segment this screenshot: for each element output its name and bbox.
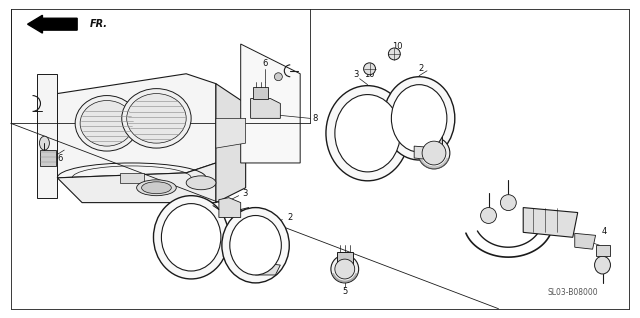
Ellipse shape [75,96,139,151]
Text: 3: 3 [353,70,358,79]
Text: 3: 3 [242,189,247,198]
Ellipse shape [154,196,229,279]
Polygon shape [251,99,280,118]
Ellipse shape [122,89,191,148]
Ellipse shape [161,204,221,271]
Text: SL03-B08000: SL03-B08000 [547,288,598,297]
Ellipse shape [275,73,282,81]
Text: 4: 4 [602,227,607,236]
Polygon shape [414,146,439,160]
Ellipse shape [595,256,611,274]
Polygon shape [216,118,246,148]
Text: 7: 7 [431,109,436,118]
Text: 1: 1 [228,247,234,256]
Text: 6: 6 [263,59,268,68]
Ellipse shape [418,137,450,169]
Polygon shape [58,74,216,178]
Text: 10: 10 [392,43,403,52]
Ellipse shape [383,77,455,160]
Polygon shape [241,44,300,163]
Polygon shape [426,136,442,153]
Polygon shape [255,262,280,275]
Ellipse shape [335,259,355,279]
Ellipse shape [40,136,49,150]
Ellipse shape [326,86,409,181]
Text: 9: 9 [228,254,234,263]
Polygon shape [253,86,268,99]
Polygon shape [38,74,58,198]
Ellipse shape [422,141,446,165]
Ellipse shape [80,100,134,146]
Polygon shape [575,233,596,249]
Ellipse shape [364,63,376,75]
Ellipse shape [481,208,497,224]
Text: 8: 8 [250,214,255,223]
Text: 6: 6 [58,154,63,162]
Ellipse shape [136,180,176,196]
Text: 8: 8 [312,114,317,123]
Text: 10: 10 [364,70,375,79]
Text: FR.: FR. [90,19,108,29]
Text: 5: 5 [342,287,348,296]
Ellipse shape [335,94,400,172]
Ellipse shape [141,182,172,194]
Polygon shape [120,173,143,183]
Ellipse shape [392,85,447,152]
Ellipse shape [500,195,516,211]
Polygon shape [40,150,56,166]
Polygon shape [216,84,246,203]
Ellipse shape [186,176,216,190]
Polygon shape [219,198,241,218]
Ellipse shape [230,216,282,275]
Ellipse shape [331,255,358,283]
Polygon shape [58,163,216,203]
Text: 2: 2 [419,64,424,73]
Ellipse shape [388,48,400,60]
FancyArrow shape [28,15,77,33]
Polygon shape [524,208,578,237]
Polygon shape [596,245,611,256]
Ellipse shape [222,208,289,283]
Ellipse shape [127,93,186,143]
Text: 2: 2 [287,213,293,222]
Polygon shape [337,252,353,269]
